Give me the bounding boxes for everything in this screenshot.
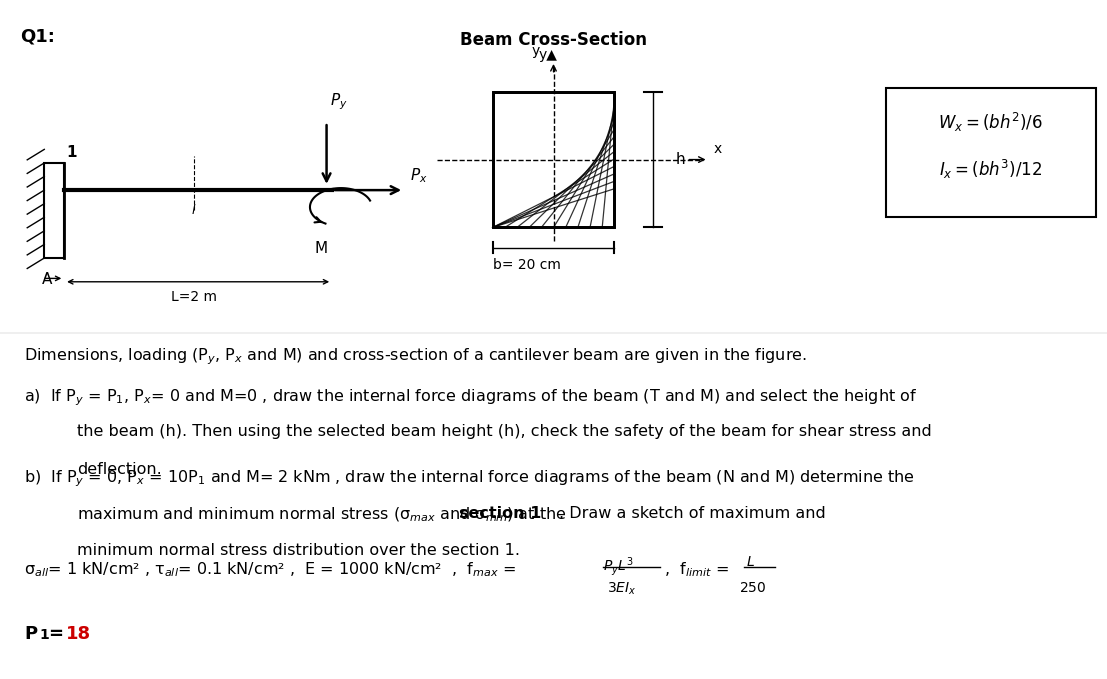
Text: $P_x$: $P_x$ [410,166,427,185]
Text: $250$: $250$ [739,581,767,595]
Text: $W_x=(bh^2)/6$: $W_x=(bh^2)/6$ [939,111,1043,134]
Text: $L$: $L$ [746,555,755,569]
Text: a)  If P$_y$ = P$_1$, P$_x$= 0 and M=0 , draw the internal force diagrams of the: a) If P$_y$ = P$_1$, P$_x$= 0 and M=0 , … [24,387,918,407]
Text: 1: 1 [40,628,50,642]
Text: L=2 m: L=2 m [170,290,217,304]
Text: b= 20 cm: b= 20 cm [493,258,560,272]
Text: h: h [675,152,685,167]
Text: $P_y L^3$: $P_y L^3$ [603,555,634,578]
Text: l: l [192,204,196,217]
Text: M: M [314,241,328,256]
Text: A: A [42,272,52,287]
Bar [44,163,64,258]
Text: maximum and minimum normal stress (σ$_{max}$ and σ$_{min}$) at the: maximum and minimum normal stress (σ$_{m… [77,506,568,524]
Text: $3EI_x$: $3EI_x$ [607,581,637,597]
Text: =: = [49,625,70,643]
Text: Dimensions, loading (P$_y$, P$_x$ and M) and cross-section of a cantilever beam : Dimensions, loading (P$_y$, P$_x$ and M)… [24,346,807,367]
Text: x: x [714,142,722,156]
Text: Q1:: Q1: [20,27,55,45]
Text: ,  f$_{limit}$ =: , f$_{limit}$ = [664,560,730,579]
Text: P: P [24,625,38,643]
Text: σ$_{all}$= 1 kN/cm² , τ$_{all}$= 0.1 kN/cm² ,  E = 1000 kN/cm²  ,  f$_{max}$ =: σ$_{all}$= 1 kN/cm² , τ$_{all}$= 0.1 kN/… [24,560,517,579]
Text: b)  If P$_y$ = 0, P$_x$ = 10P$_1$ and M= 2 kNm , draw the internal force diagram: b) If P$_y$ = 0, P$_x$ = 10P$_1$ and M= … [24,469,915,489]
Text: y: y [532,43,540,58]
Text: $P_y$: $P_y$ [330,92,348,112]
Text: 1: 1 [66,145,76,160]
Text: deflection.: deflection. [77,462,163,477]
Text: Beam Cross-Section: Beam Cross-Section [461,31,646,49]
Bar [493,92,614,227]
Text: . Draw a sketch of maximum and: . Draw a sketch of maximum and [559,506,826,521]
Text: y▲: y▲ [538,48,558,62]
Text: section 1: section 1 [459,506,541,521]
Bar [886,88,1096,217]
Text: the beam (h). Then using the selected beam height (h), check the safety of the b: the beam (h). Then using the selected be… [77,424,932,439]
Text: minimum normal stress distribution over the section 1.: minimum normal stress distribution over … [77,543,520,558]
Text: 18: 18 [66,625,92,643]
Bar [493,92,614,227]
Text: $I_x=(bh^3)/12$: $I_x=(bh^3)/12$ [939,158,1043,181]
